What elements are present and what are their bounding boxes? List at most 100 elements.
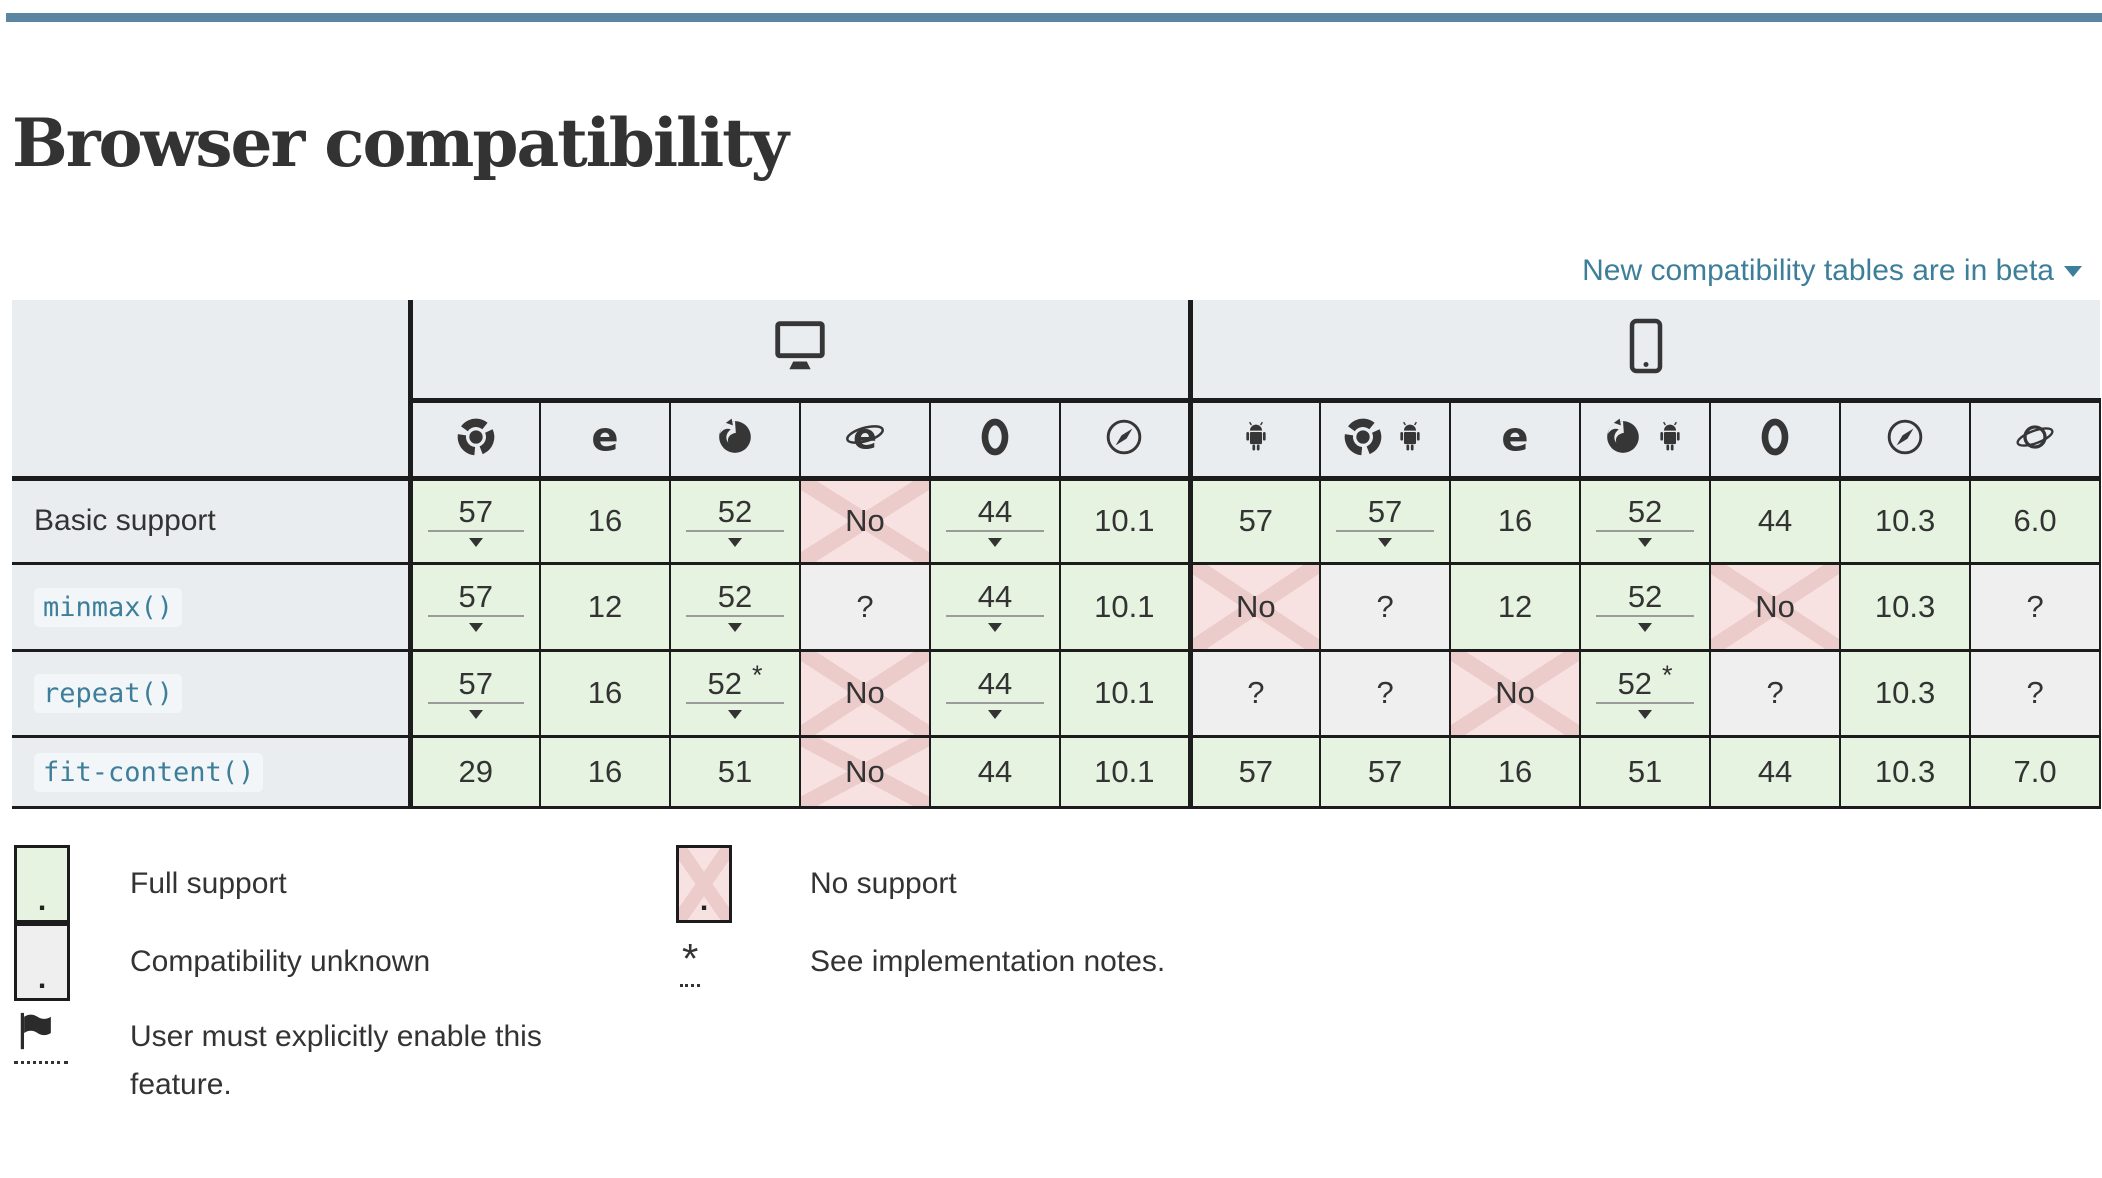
implementation-note-star: * — [751, 660, 763, 690]
cell-minmax-firefox-android[interactable]: 52 — [1579, 561, 1712, 652]
support-value: 51 — [717, 753, 753, 789]
cell-repeat-opera[interactable]: 44 — [929, 648, 1061, 738]
feature-link-repeat[interactable]: repeat() — [34, 674, 183, 713]
cell-repeat-edge-mobile: No — [1449, 648, 1582, 738]
feature-minmax: minmax() — [12, 561, 413, 652]
support-value: 7.0 — [2013, 753, 2057, 789]
browser-opera-android-header — [1709, 399, 1842, 481]
support-value: 57 — [1367, 493, 1403, 529]
history-caret-icon — [1638, 623, 1653, 632]
caret-down-icon — [2064, 266, 2082, 277]
browser-firefox-android-header — [1579, 399, 1712, 481]
section-divider-bar — [6, 13, 2102, 22]
edge-icon: e — [1495, 414, 1535, 462]
cell-basic-support-webview-android: 57 — [1187, 476, 1322, 565]
device-desktop-header — [407, 300, 1192, 403]
cell-minmax-edge-mobile: 12 — [1449, 561, 1582, 652]
support-value: 57 — [458, 665, 493, 701]
history-caret-icon — [988, 709, 1002, 719]
cell-fit-content-safari-ios: 10.3 — [1839, 734, 1972, 809]
cell-basic-support-safari: 10.1 — [1058, 476, 1192, 565]
cell-basic-support-safari-ios: 10.3 — [1839, 476, 1972, 565]
history-divider — [1596, 529, 1694, 532]
legend: . Full support . No support . Compatibil… — [14, 845, 1165, 1101]
cell-repeat-firefox[interactable]: 52 * — [669, 648, 801, 738]
cell-minmax-opera[interactable]: 44 — [929, 561, 1061, 652]
cell-minmax-firefox[interactable]: 52 — [669, 561, 801, 652]
support-value: ? — [1376, 588, 1394, 624]
cell-basic-support-opera[interactable]: 44 — [929, 476, 1061, 565]
legend-unknown-swatch: . — [14, 923, 70, 1001]
cell-repeat-firefox-android[interactable]: 52 * — [1579, 648, 1712, 738]
support-value: 10.1 — [1094, 588, 1155, 624]
swatch-dot: . — [37, 962, 47, 995]
support-value: 44 — [1757, 753, 1793, 789]
support-value: 52 — [1627, 579, 1663, 614]
support-value: 52 — [707, 665, 742, 701]
feature-link-fit-content[interactable]: fit-content() — [34, 752, 264, 792]
support-value: No — [1235, 588, 1276, 624]
support-value: ? — [1376, 675, 1394, 710]
edge-icon: e — [585, 414, 625, 462]
browser-edge-mobile-header: e — [1449, 399, 1582, 481]
support-value: No — [845, 675, 885, 710]
cell-fit-content-opera-android: 44 — [1709, 734, 1842, 809]
cell-minmax-edge: 12 — [539, 561, 671, 652]
android-icon — [1653, 417, 1687, 462]
history-caret-icon — [1378, 537, 1393, 547]
cell-basic-support-firefox[interactable]: 52 — [669, 476, 801, 565]
chrome-icon — [1343, 417, 1383, 462]
support-value: 6.0 — [2013, 503, 2057, 538]
browser-opera-header — [929, 399, 1061, 481]
history-divider — [946, 701, 1044, 704]
browser-safari-ios-header — [1839, 399, 1972, 481]
support-value: 52 — [1617, 665, 1653, 701]
beta-tables-link[interactable]: New compatibility tables are in beta — [1582, 254, 2082, 288]
support-value: 44 — [1757, 503, 1793, 538]
browser-edge-header: e — [539, 399, 671, 481]
cell-repeat-samsung-internet: ? — [1969, 648, 2102, 738]
support-value: 16 — [587, 675, 623, 710]
cell-minmax-samsung-internet: ? — [1969, 561, 2102, 652]
cell-repeat-safari-ios: 10.3 — [1839, 648, 1972, 738]
cell-minmax-chrome[interactable]: 57 — [407, 561, 541, 652]
legend-unknown-label: Compatibility unknown — [130, 945, 431, 978]
support-value: ? — [1766, 675, 1784, 710]
cell-basic-support-chrome[interactable]: 57 — [407, 476, 541, 565]
support-value: 16 — [1497, 753, 1533, 789]
page-title: Browser compatibility — [12, 104, 789, 182]
support-value: 29 — [458, 753, 493, 789]
history-caret-icon — [468, 623, 483, 632]
beta-tables-link-label: New compatibility tables are in beta — [1582, 254, 2054, 287]
cell-minmax-webview-android: No — [1187, 561, 1322, 652]
cell-basic-support-chrome-android[interactable]: 57 — [1319, 476, 1452, 565]
legend-no-support-label: No support — [810, 867, 957, 900]
history-divider — [686, 701, 784, 704]
support-value: No — [845, 753, 885, 789]
ie-icon: e — [844, 417, 886, 462]
safari-icon — [1104, 417, 1144, 462]
history-divider — [946, 615, 1044, 617]
cell-fit-content-chrome: 29 — [407, 734, 541, 809]
implementation-note-star: * — [1662, 660, 1673, 690]
feature-fit-content: fit-content() — [12, 734, 413, 809]
feature-link-minmax[interactable]: minmax() — [34, 587, 183, 627]
support-value: 51 — [1627, 753, 1663, 789]
support-value: 57 — [458, 493, 493, 529]
cell-basic-support-firefox-android[interactable]: 52 — [1579, 476, 1712, 565]
cell-fit-content-samsung-internet: 7.0 — [1969, 734, 2102, 809]
legend-no-support-swatch: . — [676, 845, 732, 923]
legend-full-support-label: Full support — [130, 867, 287, 900]
cell-repeat-chrome[interactable]: 57 — [407, 648, 541, 738]
cell-basic-support-edge-mobile: 16 — [1449, 476, 1582, 565]
support-value: 12 — [1497, 588, 1533, 624]
device-mobile-header — [1187, 300, 2101, 403]
legend-flag-label: User must explicitly enable this feature… — [130, 1020, 542, 1101]
history-divider — [427, 701, 524, 704]
mobile-icon — [1628, 319, 1664, 378]
cell-fit-content-opera: 44 — [929, 734, 1061, 809]
support-value: 12 — [587, 588, 623, 624]
svg-text:e: e — [591, 417, 618, 457]
support-value: 57 — [1238, 753, 1274, 789]
history-caret-icon — [728, 537, 742, 547]
